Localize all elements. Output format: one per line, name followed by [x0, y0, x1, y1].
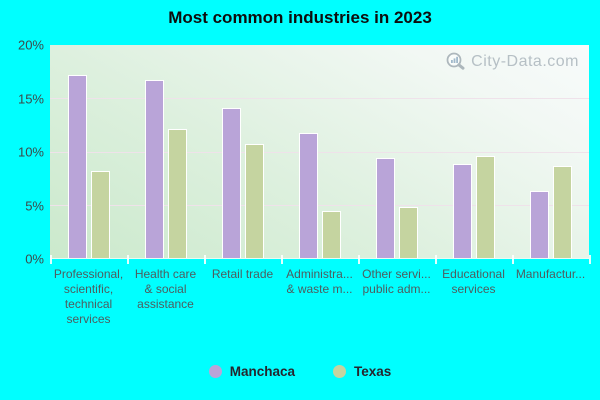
x-tick — [435, 255, 437, 264]
bar-texas — [552, 166, 572, 258]
x-axis-label: Other servi... public adm... — [358, 267, 435, 327]
bar-texas — [321, 211, 341, 258]
page-title: Most common industries in 2023 — [168, 8, 432, 27]
y-tick-label: 10% — [17, 144, 44, 160]
x-axis-label-line: Manufactur... — [515, 267, 586, 281]
gridline-5pct — [50, 204, 589, 206]
bar-manchaca — [144, 80, 164, 258]
x-tick — [589, 255, 591, 264]
x-tick — [512, 255, 514, 264]
x-axis-label: Health care & social assistance — [127, 267, 204, 327]
y-axis: 0% 5% 10% 15% 20% — [0, 38, 44, 267]
x-axis-label: Professional, scientific, technical service… — [50, 267, 127, 327]
gridline-15pct — [50, 98, 589, 100]
x-axis-label: Manufactur... — [512, 267, 589, 327]
x-axis-label-line: Educational — [442, 267, 505, 281]
y-tick-label: 0% — [25, 251, 44, 267]
legend: Manchaca Texas — [0, 364, 600, 379]
plot-area: City-Data.com — [50, 45, 589, 259]
y-tick-label: 5% — [25, 198, 44, 213]
bar-group — [127, 45, 204, 258]
gridline-10pct — [50, 151, 589, 153]
bar-group — [50, 45, 127, 258]
bar-texas — [167, 129, 187, 258]
bar-manchaca — [529, 190, 549, 258]
x-tick — [204, 255, 206, 264]
x-axis-label-line: technical — [64, 297, 113, 311]
x-tick — [358, 255, 360, 264]
bar-group — [204, 45, 281, 258]
bar-manchaca — [298, 133, 318, 258]
x-axis-label-line: Professional, — [53, 267, 124, 281]
x-tick — [50, 255, 52, 264]
bar-texas — [475, 155, 495, 258]
x-tick — [281, 255, 283, 264]
bar-group — [512, 45, 589, 258]
x-axis-label: Administra... & waste m... — [281, 267, 358, 327]
y-tick-label: 15% — [17, 91, 44, 106]
x-axis-label-line: Other servi... — [362, 267, 431, 281]
bar-manchaca — [67, 74, 87, 258]
x-axis-label-line: services — [451, 282, 496, 296]
bar-manchaca — [221, 107, 241, 258]
legend-item-texas: Texas — [333, 364, 391, 379]
x-axis-label: Educational services — [435, 267, 512, 327]
bar-texas — [244, 144, 264, 258]
legend-item-manchaca: Manchaca — [208, 364, 295, 379]
x-axis-label-line: Health care — [134, 267, 197, 281]
x-tick — [127, 255, 129, 264]
x-axis-labels: Professional, scientific, technical service… — [50, 267, 589, 327]
legend-dot — [208, 365, 222, 378]
legend-label: Texas — [354, 364, 392, 379]
bar-manchaca — [452, 164, 472, 258]
watermark: City-Data.com — [445, 51, 579, 72]
bar-texas — [90, 170, 110, 258]
x-axis-label-line: scientific, — [63, 282, 114, 296]
legend-label: Manchaca — [229, 364, 295, 379]
legend-dot — [333, 365, 346, 378]
bar-groups — [50, 45, 589, 258]
x-axis-label-line: services — [66, 312, 111, 326]
bar-group — [281, 45, 358, 258]
bar-manchaca — [375, 157, 395, 258]
x-axis-label-line: public adm... — [362, 282, 431, 296]
x-axis-label-line: Retail trade — [211, 267, 274, 281]
x-axis-label: Retail trade — [204, 267, 281, 327]
watermark-text: City-Data.com — [471, 52, 579, 70]
x-axis-label-line: Administra... — [286, 267, 353, 281]
bar-group — [358, 45, 435, 258]
bar-texas — [398, 206, 418, 258]
x-axis-label-line: & waste m... — [286, 282, 353, 296]
x-axis-label-line: assistance — [137, 297, 194, 311]
bar-group — [435, 45, 512, 258]
x-axis-label-line: & social — [144, 282, 187, 296]
y-tick-label: 20% — [17, 37, 44, 53]
city-data-logo-icon — [446, 52, 465, 70]
